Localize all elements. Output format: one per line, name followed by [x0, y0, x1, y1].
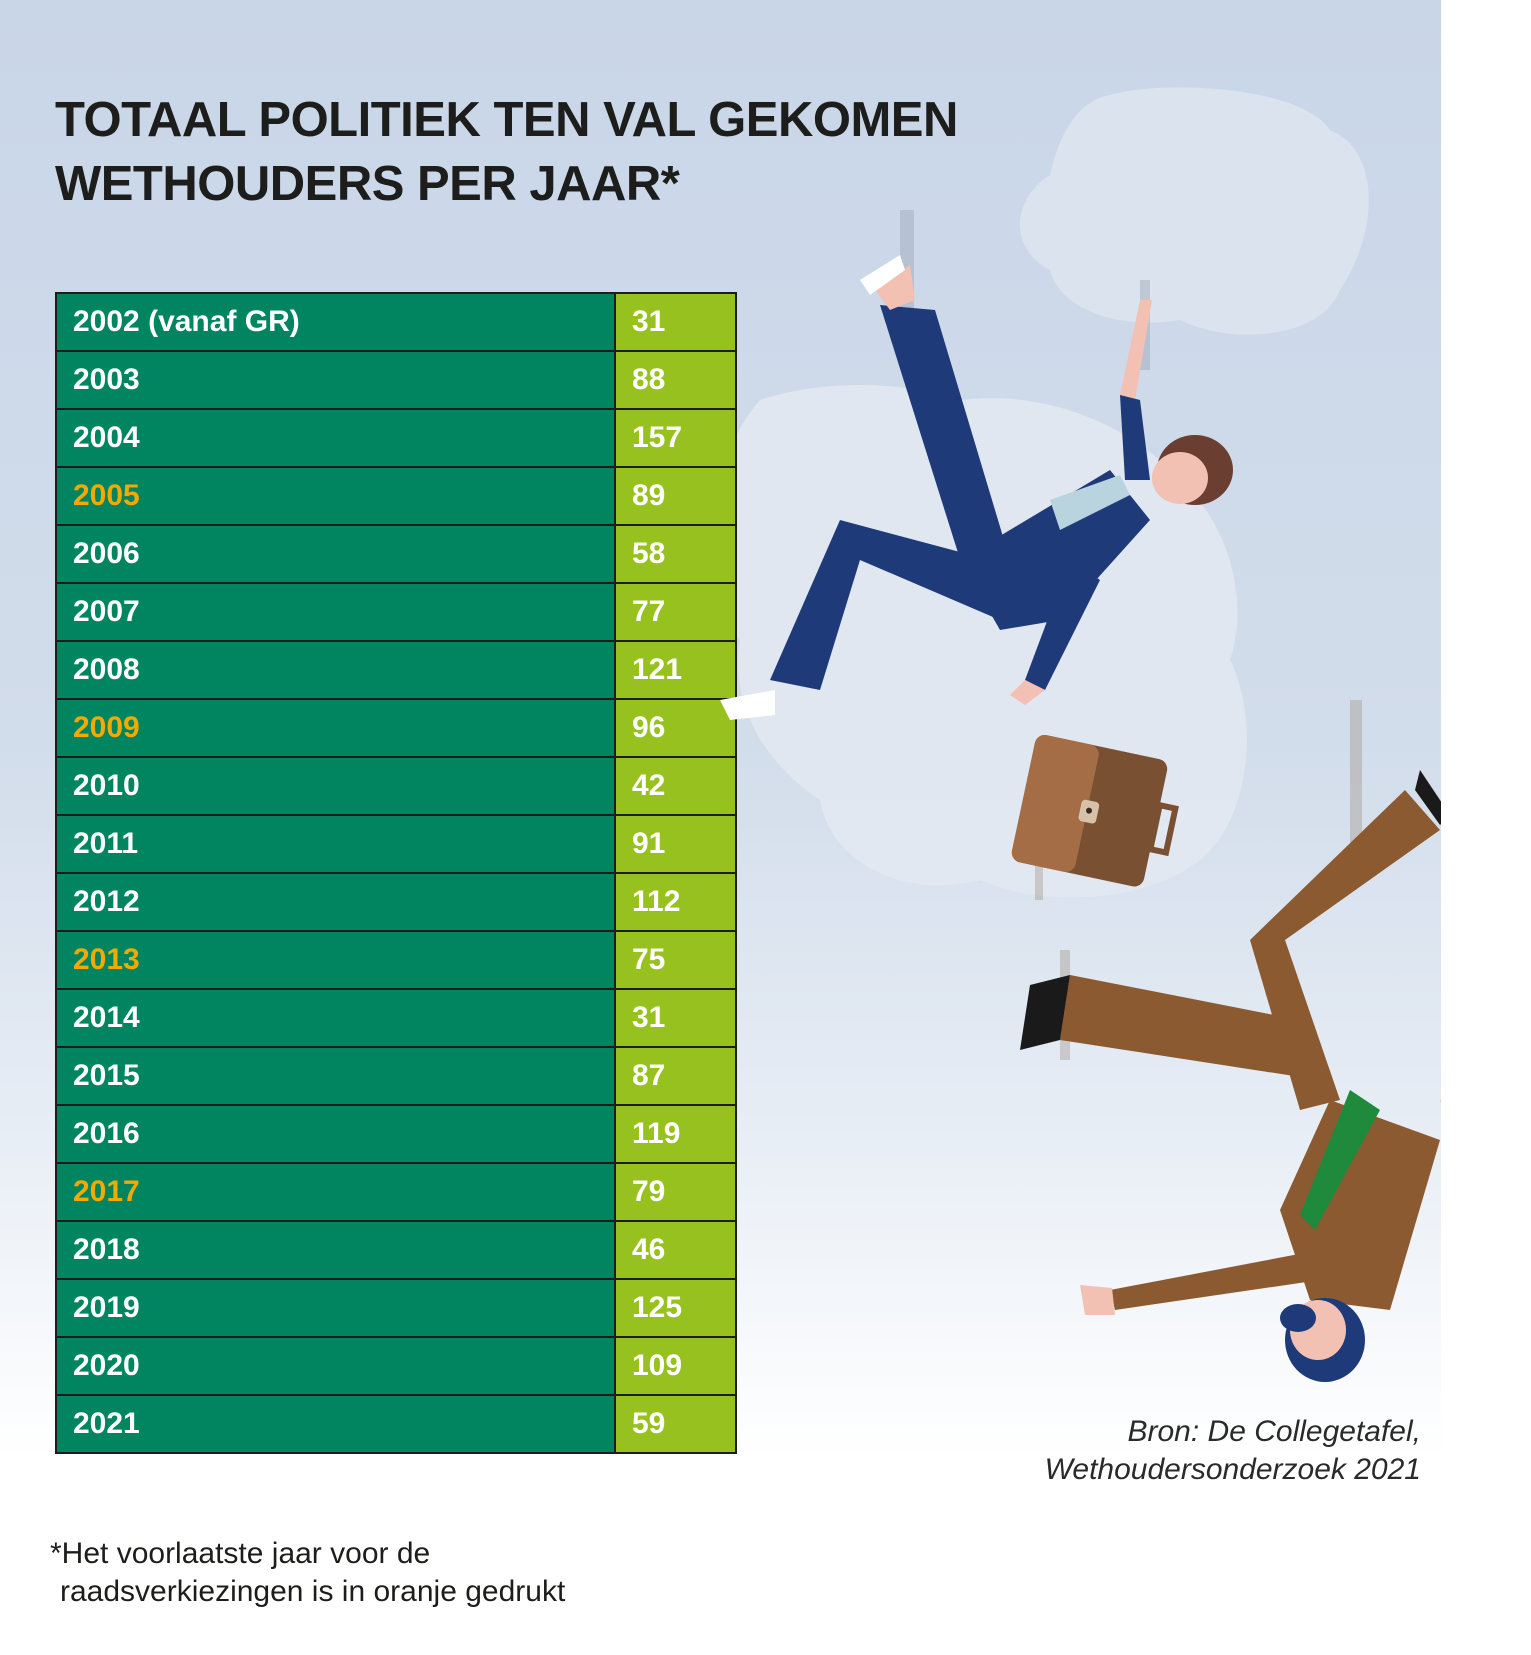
table-row: 2004 157: [55, 408, 737, 468]
table-row: 2003 88: [55, 350, 737, 410]
value-cell: 91: [614, 814, 737, 874]
table-row: 2002 (vanaf GR) 31: [55, 292, 737, 352]
table-row: 2007 77: [55, 582, 737, 642]
briefcase-icon: [1011, 734, 1179, 887]
value-cell: 75: [614, 930, 737, 990]
year-cell: 2018: [55, 1220, 616, 1280]
value-cell: 31: [614, 988, 737, 1048]
value-cell: 89: [614, 466, 737, 526]
year-cell: 2010: [55, 756, 616, 816]
value-cell: 58: [614, 524, 737, 584]
footnote: *Het voorlaatste jaar voor de raadsverki…: [50, 1535, 565, 1611]
year-cell: 2016: [55, 1104, 616, 1164]
source-line-1: Bron: De Collegetafel,: [1127, 1415, 1422, 1448]
year-cell: 2015: [55, 1046, 616, 1106]
year-cell: 2008: [55, 640, 616, 700]
table-row: 2012 112: [55, 872, 737, 932]
value-cell: 157: [614, 408, 737, 468]
title-line-2: WETHOUDERS PER JAAR*: [55, 157, 680, 211]
value-cell: 87: [614, 1046, 737, 1106]
source-note: Bron: De Collegetafel, Wethoudersonderzo…: [1045, 1413, 1421, 1489]
value-cell: 112: [614, 872, 737, 932]
table-row: 2014 31: [55, 988, 737, 1048]
year-cell: 2012: [55, 872, 616, 932]
year-cell: 2005: [55, 466, 616, 526]
year-cell: 2011: [55, 814, 616, 874]
table-row: 2008 121: [55, 640, 737, 700]
table-row: 2020 109: [55, 1336, 737, 1396]
year-cell: 2021: [55, 1394, 616, 1454]
falling-man-icon: [1020, 770, 1441, 1382]
value-cell: 121: [614, 640, 737, 700]
table-row: 2009 96: [55, 698, 737, 758]
table-row: 2015 87: [55, 1046, 737, 1106]
table-row: 2013 75: [55, 930, 737, 990]
table-row: 2010 42: [55, 756, 737, 816]
value-cell: 109: [614, 1336, 737, 1396]
table-row: 2021 59: [55, 1394, 737, 1454]
year-cell: 2003: [55, 350, 616, 410]
table-row: 2016 119: [55, 1104, 737, 1164]
year-cell: 2014: [55, 988, 616, 1048]
year-cell: 2002 (vanaf GR): [55, 292, 616, 352]
value-cell: 77: [614, 582, 737, 642]
value-cell: 125: [614, 1278, 737, 1338]
value-cell: 46: [614, 1220, 737, 1280]
year-cell: 2009: [55, 698, 616, 758]
value-cell: 31: [614, 292, 737, 352]
data-table: 2002 (vanaf GR) 31 2003 88 2004 157 2005 89 2006…: [55, 292, 737, 1454]
falling-woman-icon: [720, 255, 1233, 720]
footnote-line-2: raadsverkiezingen is in oranje gedrukt: [60, 1575, 566, 1608]
illustration: [720, 210, 1441, 1382]
year-cell: 2006: [55, 524, 616, 584]
table-row: 2011 91: [55, 814, 737, 874]
value-cell: 96: [614, 698, 737, 758]
source-line-2: Wethoudersonderzoek 2021: [1044, 1453, 1421, 1486]
value-cell: 88: [614, 350, 737, 410]
table-row: 2018 46: [55, 1220, 737, 1280]
table-row: 2005 89: [55, 466, 737, 526]
value-cell: 79: [614, 1162, 737, 1222]
year-cell: 2013: [55, 930, 616, 990]
year-cell: 2020: [55, 1336, 616, 1396]
year-cell: 2017: [55, 1162, 616, 1222]
table-row: 2017 79: [55, 1162, 737, 1222]
year-cell: 2019: [55, 1278, 616, 1338]
year-cell: 2007: [55, 582, 616, 642]
footnote-line-1: *Het voorlaatste jaar voor de: [50, 1537, 431, 1570]
value-cell: 59: [614, 1394, 737, 1454]
chart-title: TOTAAL POLITIEK TEN VAL GEKOMEN WETHOUDE…: [55, 88, 1055, 216]
table-row: 2006 58: [55, 524, 737, 584]
value-cell: 42: [614, 756, 737, 816]
value-cell: 119: [614, 1104, 737, 1164]
title-line-1: TOTAAL POLITIEK TEN VAL GEKOMEN: [55, 93, 958, 147]
year-cell: 2004: [55, 408, 616, 468]
table-row: 2019 125: [55, 1278, 737, 1338]
